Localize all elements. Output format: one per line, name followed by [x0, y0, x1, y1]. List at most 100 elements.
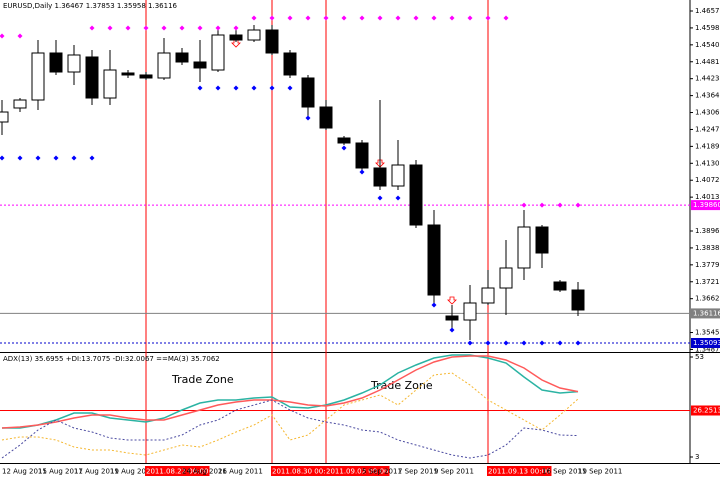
x-tick-label: 15 Aug 2011: [38, 468, 83, 476]
marker: [17, 155, 23, 161]
level-label: 1.35093: [693, 339, 720, 347]
marker: [269, 85, 275, 91]
candle-body: [283, 52, 297, 76]
marker: [269, 15, 275, 21]
candle-body: [13, 99, 27, 109]
marker: [377, 195, 383, 201]
y-tick-label: 1.44230: [695, 75, 720, 83]
marker: [575, 340, 581, 346]
x-tick-label: 5 Sep 2011: [362, 468, 402, 476]
marker: [89, 155, 95, 161]
chart-title: ADX(13) 35.6955 +DI:13.7075 -DI:32.0067 …: [3, 355, 220, 363]
candle-body: [229, 34, 243, 41]
candle-body: [319, 106, 333, 129]
marker: [557, 202, 563, 208]
marker: [287, 15, 293, 21]
series-line: [1, 372, 579, 456]
x-tick-label: 12 Aug 2011: [2, 468, 47, 476]
marker: [503, 340, 509, 346]
candle-body: [391, 164, 405, 187]
candle-body: [67, 54, 81, 73]
marker: [233, 25, 239, 31]
candle-body: [49, 52, 63, 73]
marker: [215, 25, 221, 31]
x-tick-label: 17 Aug 2011: [74, 468, 119, 476]
time-label-bg: [271, 466, 336, 476]
y-tick-label: 1.41305: [695, 159, 720, 167]
candle-body: [427, 224, 441, 296]
candle-body: [337, 137, 351, 144]
candle-body: [553, 281, 567, 291]
x-tick-label: 19 Sep 2011: [578, 468, 622, 476]
x-tick-label: 2011.08.30 00:00: [272, 468, 334, 476]
marker: [431, 302, 437, 308]
marker: [413, 15, 419, 21]
level-label-bg: [691, 405, 720, 416]
marker: [377, 15, 383, 21]
series-line: [1, 355, 579, 429]
marker: [521, 202, 527, 208]
marker: [485, 340, 491, 346]
level-label-bg: [691, 200, 720, 211]
time-label-bg: [145, 466, 210, 476]
marker: [341, 145, 347, 151]
marker: [233, 85, 239, 91]
marker: [107, 25, 113, 31]
series-line: [1, 399, 579, 459]
marker: [179, 25, 185, 31]
x-tick-label: 2011.08.22 00:00: [146, 468, 208, 476]
x-tick-label: 16 Sep 2011: [542, 468, 586, 476]
candle-body: [157, 52, 171, 79]
y-tick-label: 1.46570: [695, 7, 720, 15]
marker: [125, 25, 131, 31]
candle-body: [247, 29, 261, 41]
x-tick-label: 7 Sep 2011: [398, 468, 438, 476]
y-tick-label: 1.41890: [695, 142, 720, 150]
marker: [287, 85, 293, 91]
candle-body: [31, 52, 45, 101]
candle-body: [211, 34, 225, 71]
candle-body: [175, 52, 189, 63]
annotation: Trade Zone: [171, 373, 234, 386]
candle-body: [355, 142, 369, 169]
candle-body: [265, 29, 279, 54]
x-tick-label: 9 Sep 2011: [434, 468, 474, 476]
marker: [449, 15, 455, 21]
marker: [71, 155, 77, 161]
y-tick-label: 1.45400: [695, 41, 720, 49]
marker: [0, 33, 5, 39]
time-label-bg: [487, 466, 552, 476]
y-tick-label: 1.45985: [695, 24, 720, 32]
y-tick-label: 1.40720: [695, 176, 720, 184]
marker: [197, 25, 203, 31]
x-tick-label: 2011.09.02 00:00: [326, 468, 388, 476]
candle-body: [193, 61, 207, 69]
candle-body: [301, 77, 315, 108]
marker: [197, 85, 203, 91]
y-tick-label: 1.40135: [695, 193, 720, 201]
y-tick-label: 1.36625: [695, 295, 720, 303]
marker: [53, 155, 59, 161]
candle-body: [499, 267, 513, 289]
chart-title: EURUSD,Daily 1.36467 1.37853 1.35958 1.3…: [3, 2, 178, 10]
marker: [215, 85, 221, 91]
marker: [17, 33, 23, 39]
time-label-bg: [325, 466, 390, 476]
y-tick-label: 1.43060: [695, 109, 720, 117]
candle-body: [373, 167, 387, 187]
marker: [539, 340, 545, 346]
marker: [359, 169, 365, 175]
marker: [143, 25, 149, 31]
y-tick-label: 3: [695, 453, 699, 461]
y-tick-label: 1.42475: [695, 125, 720, 133]
candle-body: [517, 226, 531, 269]
marker: [503, 15, 509, 21]
candle-body: [445, 315, 459, 321]
level-label: 26.2513: [693, 406, 720, 414]
y-tick-label: 1.37795: [695, 261, 720, 269]
marker: [251, 15, 257, 21]
marker: [449, 327, 455, 333]
x-tick-label: 26 Aug 2011: [218, 468, 263, 476]
candle-body: [0, 111, 9, 123]
